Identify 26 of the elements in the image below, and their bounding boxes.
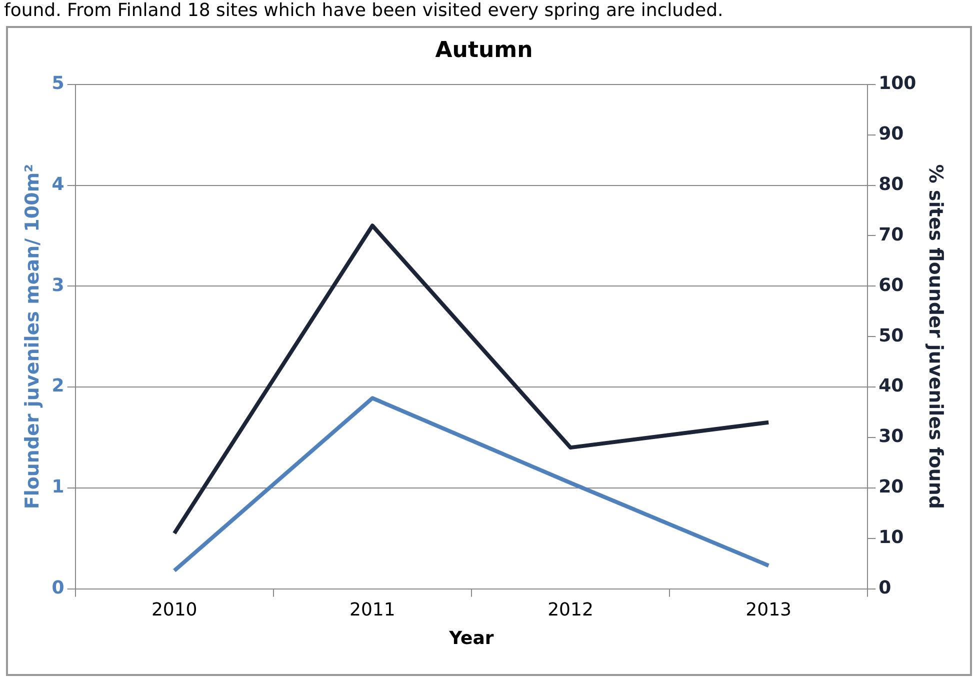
y-axis-title: Flounder juveniles mean/ 100m² <box>21 164 44 510</box>
x-tick-label: 2011 <box>350 599 396 620</box>
y2-tick-label: 50 <box>878 325 904 346</box>
y-tick-label: 0 <box>52 577 64 598</box>
y2-tick-label: 20 <box>878 476 904 498</box>
y2-tick-label: 60 <box>878 274 904 296</box>
y2-tick-label: 100 <box>878 73 916 94</box>
y-tick-label: 2 <box>52 376 64 397</box>
y2-axis-title: % sites flounder juveniles found <box>924 164 947 509</box>
x-axis-title: Year <box>448 628 494 649</box>
y2-tick-label: 10 <box>878 527 904 548</box>
x-tick-label: 2012 <box>548 599 594 620</box>
chart-title: Autumn <box>435 38 533 63</box>
y2-tick-label: 70 <box>878 224 904 246</box>
y-tick-label: 1 <box>52 476 64 498</box>
y2-tick-label: 0 <box>878 577 892 598</box>
x-tick-label: 2013 <box>746 599 792 620</box>
y2-tick-label: 30 <box>878 426 904 448</box>
text: found. From Finland 18 sites which have been visited every spring are included. <box>3 0 724 22</box>
y-tick-label: 4 <box>52 174 64 195</box>
x-tick-label: 2010 <box>151 599 198 620</box>
y-tick-label: 5 <box>52 73 64 94</box>
y2-tick-label: 90 <box>878 124 904 145</box>
y2-tick-label: 80 <box>878 174 904 195</box>
y-tick-label: 3 <box>52 274 64 296</box>
y2-tick-label: 40 <box>878 376 904 397</box>
